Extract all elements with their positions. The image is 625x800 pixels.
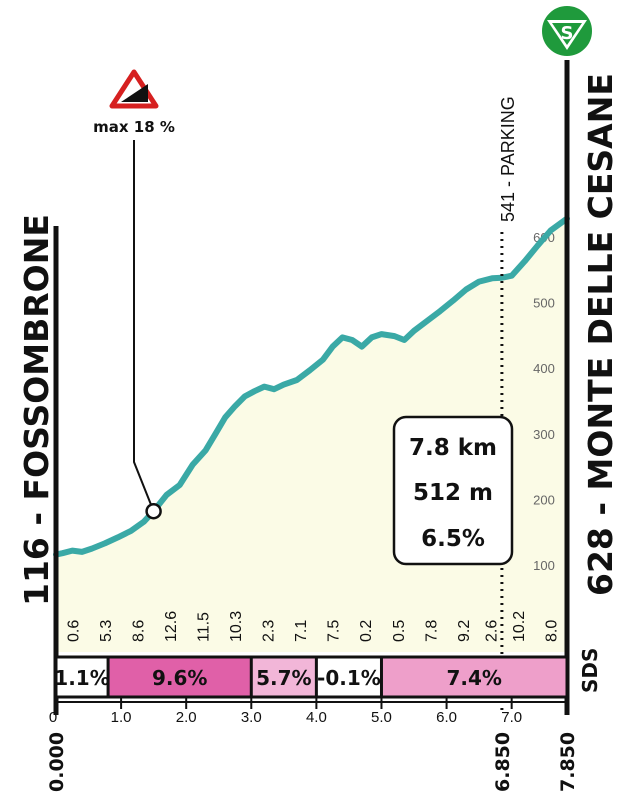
parking-label: 541 - PARKING <box>498 96 518 222</box>
km-grade-label: 7.1 <box>293 620 310 642</box>
max-gradient-label: max 18 % <box>93 118 175 136</box>
km-tick-label: 7.0 <box>501 709 522 726</box>
finish-s-badge-icon: S <box>540 4 594 58</box>
km-tick-label: 6.0 <box>436 709 457 726</box>
km-tick-label: 0 <box>49 709 57 726</box>
y-tick-label: 300 <box>533 427 555 442</box>
sector-band <box>56 657 109 697</box>
profile-line <box>53 215 570 558</box>
y-tick-label: 500 <box>533 296 555 311</box>
summary-gain: 512 m <box>413 480 493 506</box>
km-grade-label: 8.6 <box>130 620 147 642</box>
summary-distance: 7.8 km <box>409 435 497 461</box>
sector-band <box>316 657 382 697</box>
summary-average: 6.5% <box>421 526 485 552</box>
km-grade-label: 12.6 <box>163 611 180 642</box>
sds-label: SDS <box>578 648 602 693</box>
km-grade-label: 0.6 <box>65 620 82 642</box>
km-grade-labels: 0.6 5.3 8.6 12.6 11.5 10.3 2.3 7.1 7.5 0.2 0.5 7.8 9… <box>65 611 560 642</box>
start-label: 116 - FOSSOMBRONE <box>17 214 56 606</box>
km-tick-label: 4.0 <box>306 709 327 726</box>
steep-gradient-warning-icon <box>109 69 159 109</box>
max-gradient-point <box>145 502 162 520</box>
km-grade-label: 2.3 <box>261 620 278 642</box>
sector-grade-label: 5.7% <box>256 666 311 690</box>
km-grade-label: 10.3 <box>228 611 245 642</box>
svg-text:S: S <box>561 23 574 44</box>
km-grade-label: 7.5 <box>326 620 343 642</box>
km-grade-label: 10.2 <box>511 611 528 642</box>
sector-bands: 1.1% 9.6% 5.7% -0.1% 7.4% <box>54 655 569 699</box>
km-grade-label: 9.2 <box>456 620 473 642</box>
sector-band <box>251 657 317 697</box>
sector-grade-label: 7.4% <box>447 666 502 690</box>
km-tick-label: 2.0 <box>176 709 197 726</box>
distance-label: 6.850 <box>492 732 514 792</box>
distance-label: 0.000 <box>46 732 68 792</box>
finish-label: 628 - MONTE DELLE CESANE <box>581 73 620 596</box>
distance-label: 7.850 <box>557 732 579 792</box>
km-tick-label: 5.0 <box>371 709 392 726</box>
sector-band-frame <box>54 655 569 699</box>
km-grade-label: 5.3 <box>98 620 115 642</box>
y-tick-label: 200 <box>533 492 555 507</box>
max-gradient-pointer <box>133 140 155 512</box>
distance-labels: 0.000 6.850 7.850 <box>46 732 579 792</box>
y-tick-label: 400 <box>533 361 555 376</box>
sector-grade-label: 1.1% <box>54 666 109 690</box>
km-tick-label: 3.0 <box>241 709 262 726</box>
km-grade-label: 8.0 <box>544 620 561 642</box>
sector-grade-label: 9.6% <box>152 666 207 690</box>
km-grade-label: 2.6 <box>484 620 501 642</box>
km-tick-label: 1.0 <box>111 709 132 726</box>
km-grade-label: 0.5 <box>391 620 408 642</box>
km-grade-label: 7.8 <box>423 620 440 642</box>
km-tick-labels: 0 1.0 2.0 3.0 4.0 5.0 6.0 7.0 <box>49 697 522 726</box>
sector-band <box>381 657 567 697</box>
sector-band <box>108 657 252 697</box>
y-tick-label: 100 <box>533 558 555 573</box>
summary-box: 7.8 km 512 m 6.5% <box>392 415 514 566</box>
sector-grade-label: -0.1% <box>317 666 381 690</box>
km-grade-label: 11.5 <box>196 612 213 642</box>
km-grade-label: 0.2 <box>358 620 375 642</box>
